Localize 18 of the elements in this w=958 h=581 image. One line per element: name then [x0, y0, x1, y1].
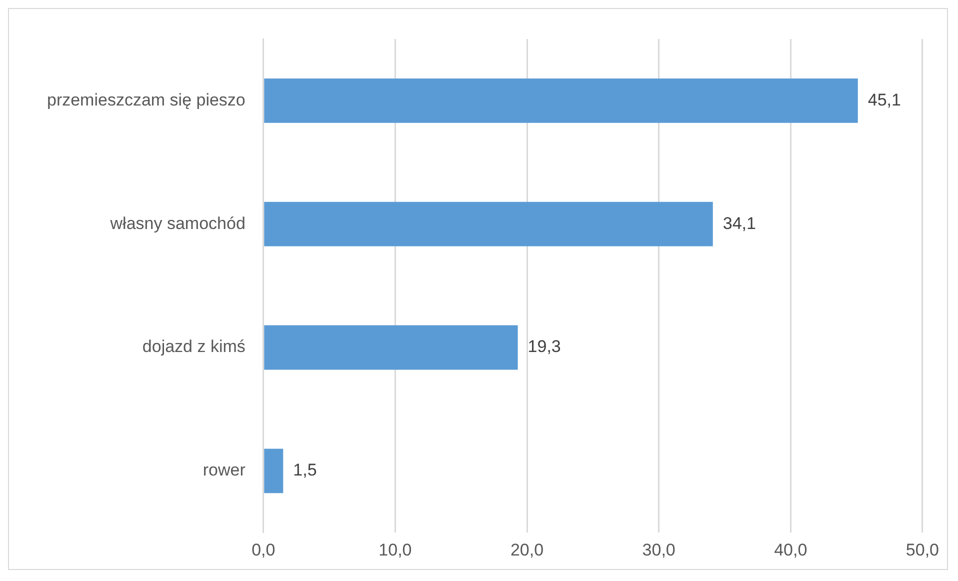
- x-tick-label: 20,0: [510, 540, 544, 560]
- y-tick-label: dojazd z kimś: [142, 337, 246, 356]
- y-tick-label: przemieszczam się pieszo: [46, 90, 246, 110]
- bar: [264, 78, 858, 123]
- x-tick-label: 50,0: [906, 540, 940, 560]
- data-label: 19,3: [528, 337, 561, 356]
- bar: [264, 448, 284, 494]
- x-tick-label: 30,0: [642, 540, 676, 560]
- bar: [264, 325, 518, 370]
- x-tick-label: 40,0: [774, 540, 808, 560]
- bar: [264, 202, 713, 246]
- y-tick-label: rower: [202, 460, 246, 480]
- data-label: 34,1: [722, 214, 756, 233]
- data-label: 45,1: [868, 90, 901, 110]
- data-label: 1,5: [293, 460, 317, 480]
- x-tick-label: 10,0: [378, 540, 412, 560]
- y-tick-label: własny samochód: [109, 214, 246, 233]
- x-tick-label: 0,0: [252, 540, 276, 560]
